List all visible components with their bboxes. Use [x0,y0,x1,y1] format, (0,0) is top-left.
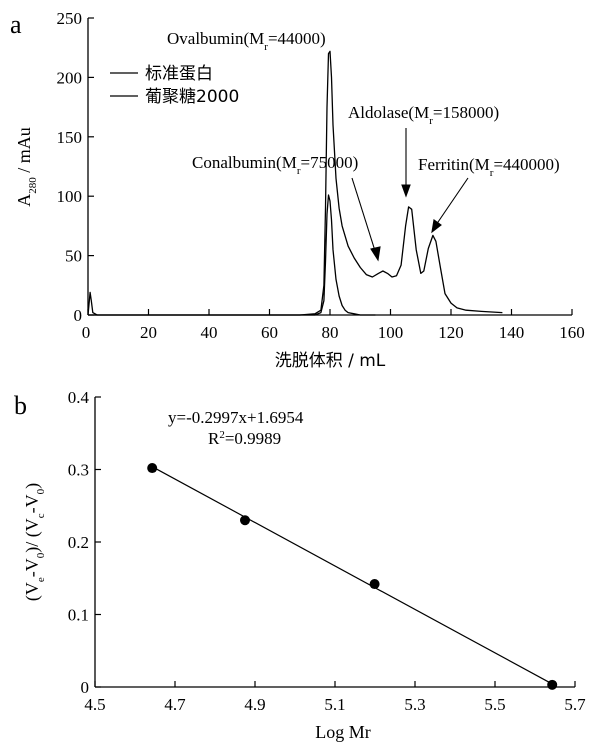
y-tick-label: 0.2 [68,533,89,552]
annotation-conalbumin: Conalbumin(Mr=75000) [192,153,358,177]
panel-a-letter: a [10,10,22,39]
y-tick-label: 0.3 [68,461,89,480]
series-line-standard-protein [88,50,503,316]
y-tick-label: 250 [57,9,83,28]
y-tick-label: 0.4 [68,388,90,407]
x-tick-label: 20 [140,323,157,342]
x-tick-label: 4.7 [164,695,186,714]
y-tick-label: 0.1 [68,606,89,625]
x-tick-label: 5.7 [564,695,586,714]
arrow-ferritin [435,177,469,226]
arrow-ferritin-head [431,219,442,234]
annotation-aldolase: Aldolase(Mr=158000) [348,103,499,127]
arrow-aldolase-head [401,184,411,198]
x-ticks-b: 4.5 4.7 4.9 5.1 5.3 5.5 5.7 [84,681,586,714]
legend: 标准蛋白 葡聚糖2000 [110,64,239,107]
x-axis-title-b: Log Mr [315,722,371,742]
r-squared-label: R2=0.9989 [208,429,281,448]
series-lines [87,50,503,316]
y-tick-label: 150 [57,128,83,147]
data-point [547,679,558,690]
series-line-dextran [87,194,376,316]
y-tick-label: 200 [57,68,83,87]
x-tick-label: 60 [261,323,278,342]
y-axis-title-b: (Ve-V0)/ (Vc-V0) [22,483,47,601]
panel-b-letter: b [14,391,27,420]
y-ticks-b: 0 0.1 0.2 0.3 0.4 [68,388,101,697]
data-point [240,515,250,526]
fit-line [151,466,553,685]
data-point [147,463,158,474]
y-tick-label: 0 [81,678,90,697]
x-tick-label: 160 [559,323,585,342]
y-tick-label: 100 [57,187,83,206]
regression-line [151,466,553,685]
x-ticks: 0 20 40 60 80 100 120 140 160 [82,309,585,342]
legend-label-standard: 标准蛋白 [145,64,213,84]
y-tick-label: 0 [74,306,83,325]
x-axis-title: 洗脱体积 / mL [275,351,386,371]
legend-label-dextran: 葡聚糖2000 [145,87,239,107]
x-tick-label: 120 [438,323,464,342]
x-tick-label: 80 [322,323,339,342]
annotation-ovalbumin: Ovalbumin(Mr=44000) [167,29,326,53]
x-tick-label: 4.5 [84,695,105,714]
y-tick-label: 50 [65,247,82,266]
x-tick-label: 140 [499,323,525,342]
x-tick-label: 5.5 [484,695,505,714]
x-tick-label: 5.3 [404,695,425,714]
data-points [147,463,558,690]
annotation-ferritin: Ferritin(Mr=440000) [418,155,560,179]
annotation-arrows [351,128,469,262]
x-tick-label: 40 [201,323,218,342]
x-tick-label: 4.9 [244,695,265,714]
calibration-panel: b 4.5 4.7 4.9 5.1 5.3 5.5 5.7 0 0.1 0.2 0.3 0.4 Lo… [14,388,586,742]
y-ticks: 0 50 100 150 200 250 [57,9,94,325]
x-tick-label: 0 [82,323,91,342]
data-point [369,579,380,590]
arrow-conalbumin [351,177,377,255]
x-tick-label: 100 [378,323,404,342]
equation-label: y=-0.2997x+1.6954 [168,408,304,427]
arrow-conalbumin-head [370,246,381,262]
y-axis-title: A280 / mAu [14,127,39,207]
chromatogram-panel: a 0 20 40 60 80 100 120 140 160 050100150200250 … [10,9,585,371]
x-tick-label: 5.1 [324,695,345,714]
